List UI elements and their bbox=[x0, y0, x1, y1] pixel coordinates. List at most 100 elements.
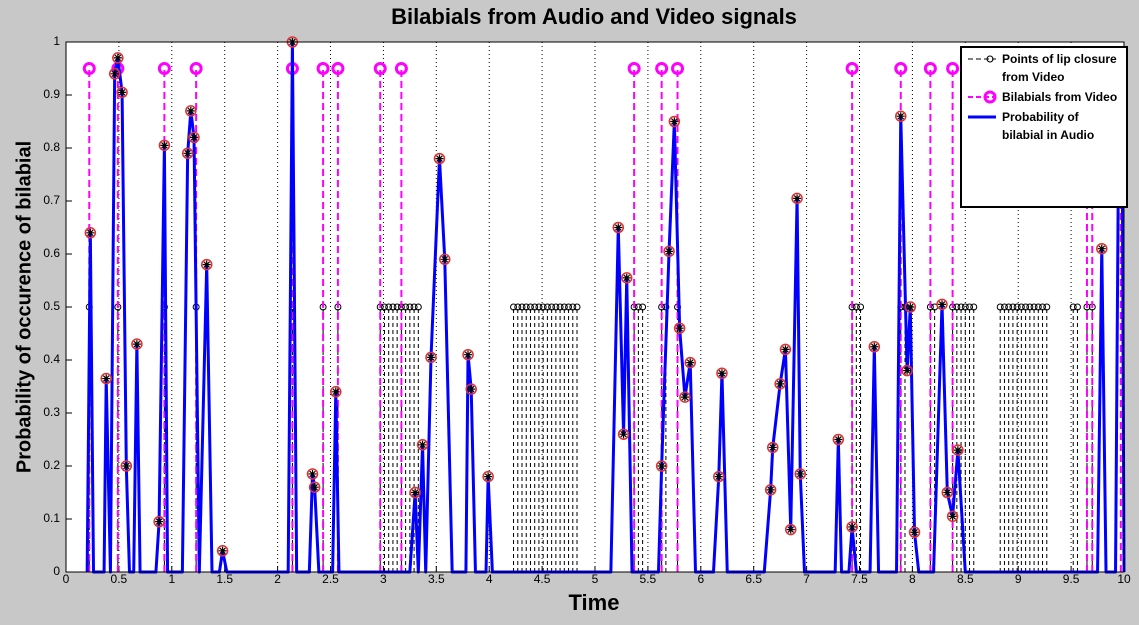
y-tick-label: 0.1 bbox=[43, 511, 60, 525]
stem-marker bbox=[518, 303, 526, 311]
stem-marker bbox=[189, 62, 203, 75]
stem-marker bbox=[157, 62, 171, 75]
peak-marker bbox=[617, 428, 630, 440]
stem-marker bbox=[514, 303, 522, 311]
x-tick-label: 8.5 bbox=[957, 572, 974, 586]
stem-marker bbox=[845, 62, 859, 75]
star-marker bbox=[657, 462, 666, 470]
x-tick-label: 3 bbox=[380, 572, 387, 586]
y-tick-label: 0.5 bbox=[43, 299, 60, 313]
stem-marker bbox=[1030, 303, 1038, 311]
star-marker bbox=[781, 345, 790, 354]
stem-marker bbox=[380, 303, 388, 311]
stem-marker bbox=[531, 303, 539, 311]
star-marker bbox=[113, 53, 122, 62]
peak-marker bbox=[1096, 242, 1108, 255]
x-tick-label: 8 bbox=[909, 572, 916, 586]
peak-marker bbox=[779, 343, 792, 356]
peak-marker bbox=[216, 545, 229, 557]
legend-swatch bbox=[968, 55, 996, 63]
peak-marker bbox=[108, 68, 121, 80]
x-tick-label: 7 bbox=[803, 572, 810, 586]
star-marker bbox=[122, 462, 131, 470]
peak-marker bbox=[131, 338, 143, 350]
chart-title: Bilabials from Audio and Video signals bbox=[391, 4, 797, 29]
stem-marker bbox=[526, 303, 534, 311]
star-marker bbox=[1097, 244, 1106, 253]
x-tick-label: 5.5 bbox=[640, 572, 657, 586]
stem-marker bbox=[1017, 303, 1025, 311]
stem-marker bbox=[389, 303, 397, 311]
stem-marker bbox=[510, 303, 518, 311]
x-tick-label: 6.5 bbox=[745, 572, 762, 586]
axes-box bbox=[65, 41, 1125, 573]
legend-label: Bilabials from Video bbox=[1002, 90, 1118, 104]
peak-marker bbox=[766, 441, 779, 454]
peak-marker bbox=[433, 152, 446, 165]
peak-marker bbox=[679, 391, 691, 403]
legend-label: Probability of bilabial in Audio bbox=[1002, 110, 1095, 142]
stem-marker bbox=[394, 62, 408, 75]
y-tick-label: 0.4 bbox=[43, 352, 60, 366]
stem-marker bbox=[410, 303, 418, 311]
star-marker bbox=[435, 154, 444, 163]
star-marker bbox=[183, 149, 192, 158]
peak-marker bbox=[308, 481, 321, 493]
peak-marker bbox=[181, 147, 194, 160]
stem-marker bbox=[522, 303, 530, 311]
stem-marker bbox=[316, 62, 330, 75]
star-marker bbox=[331, 387, 340, 396]
peak-marker bbox=[200, 258, 213, 271]
peak-marker bbox=[620, 272, 633, 284]
stem-marker bbox=[1043, 303, 1051, 311]
peak-marker bbox=[158, 139, 171, 152]
stem-marker bbox=[331, 62, 345, 75]
star-marker bbox=[766, 485, 775, 494]
star-marker bbox=[686, 358, 695, 367]
star-marker bbox=[834, 435, 843, 444]
y-axis-label: Probability of occurence of bilabial bbox=[13, 141, 35, 473]
stem-marker bbox=[573, 303, 581, 311]
peak-marker bbox=[425, 351, 437, 364]
stem-marker bbox=[1034, 303, 1042, 311]
star-marker bbox=[768, 443, 777, 452]
peak-marker bbox=[116, 86, 128, 99]
peak-marker bbox=[791, 192, 803, 205]
x-tick-label: 9 bbox=[1015, 572, 1022, 586]
star-marker bbox=[714, 472, 723, 481]
peak-marker bbox=[946, 510, 959, 523]
stem-marker bbox=[857, 303, 865, 311]
x-tick-label: 10 bbox=[1117, 572, 1131, 586]
peak-marker bbox=[716, 367, 728, 379]
star-marker bbox=[717, 369, 726, 378]
star-marker bbox=[910, 528, 919, 537]
star-marker bbox=[796, 469, 805, 478]
peak-marker bbox=[832, 433, 845, 446]
legend-entry: Points of lip closure from Video bbox=[966, 50, 1122, 86]
stem-marker bbox=[894, 62, 908, 75]
legend-swatch bbox=[968, 115, 996, 119]
star-marker bbox=[953, 446, 962, 455]
x-tick-label: 5 bbox=[592, 572, 599, 586]
star-marker bbox=[190, 133, 199, 142]
peak-marker bbox=[409, 486, 421, 499]
stem-marker bbox=[1009, 303, 1017, 311]
x-tick-label: 1 bbox=[168, 572, 175, 586]
x-tick-label: 1.5 bbox=[216, 572, 233, 586]
star-marker bbox=[903, 366, 912, 375]
star-marker bbox=[102, 374, 111, 383]
legend-swatch bbox=[968, 90, 997, 104]
stem-marker bbox=[548, 303, 556, 311]
legend: Points of lip closure from Video Bilabial… bbox=[960, 46, 1128, 208]
y-tick-label: 1 bbox=[53, 34, 60, 48]
star-marker bbox=[411, 488, 420, 497]
stem-marker bbox=[634, 303, 642, 311]
x-tick-label: 4 bbox=[486, 572, 493, 586]
peak-marker bbox=[306, 468, 319, 480]
peak-marker bbox=[84, 227, 97, 239]
stem-marker bbox=[957, 303, 965, 311]
legend-marker bbox=[986, 55, 994, 63]
star-marker bbox=[619, 430, 628, 439]
